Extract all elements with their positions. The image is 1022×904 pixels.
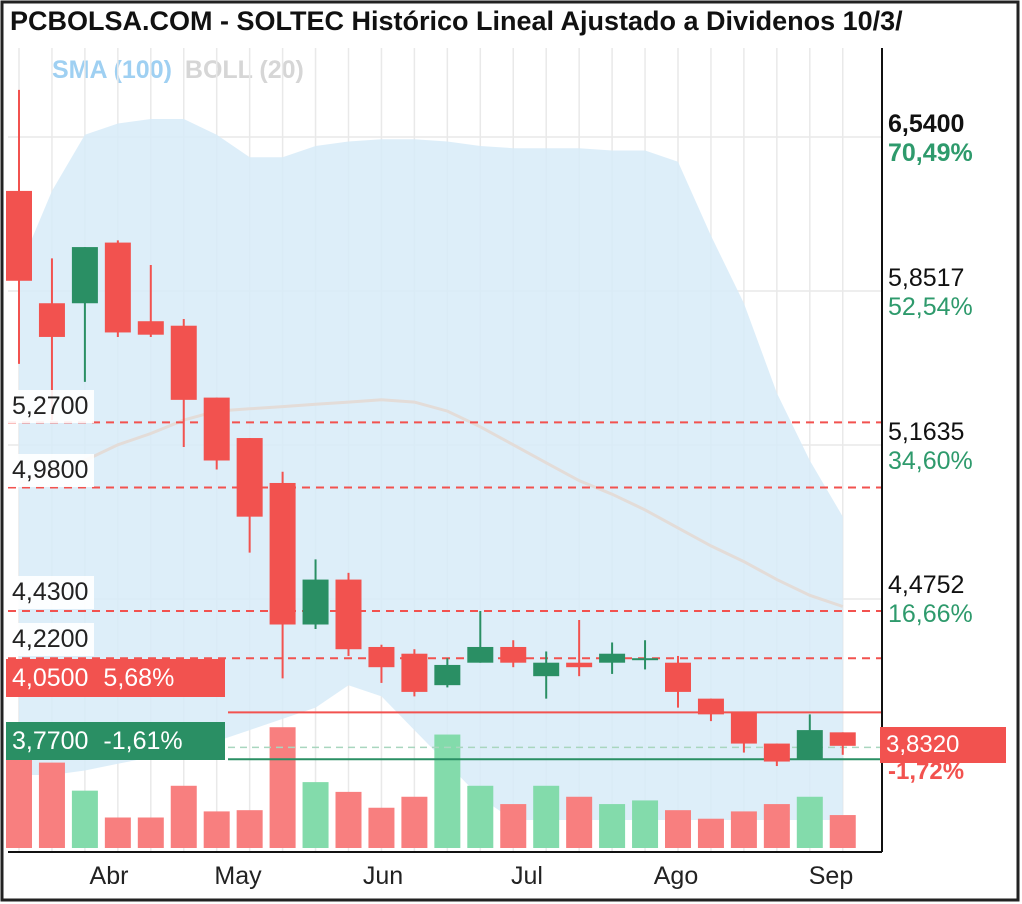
x-tick-label: Abr [89,862,129,890]
volume-bar [38,762,65,848]
candle-body [203,397,230,461]
resistance-pct: 5,68% [103,664,175,692]
level-label: 4,2200 [6,623,95,656]
x-tick-label: Sep [808,862,854,890]
candle-body [170,325,197,400]
volume-bar [236,810,263,848]
candle-body [467,646,494,663]
volume-bar [203,811,230,848]
x-tick-label: May [214,862,262,890]
volume-bar [829,815,856,848]
volume-bar [434,734,461,848]
volume-bar [533,785,560,848]
volume-bar [467,785,494,848]
candle-body [566,662,593,668]
level-label: 5,2700 [6,390,95,423]
axis-price-label: 5,8517 [888,264,965,292]
candles [6,89,856,767]
level-label: 4,4300 [6,576,95,609]
chart-title: PCBOLSA.COM - SOLTEC Histórico Lineal Aj… [10,6,903,36]
support-price: 3,7700 [12,727,89,755]
level-label: 4,9800 [6,454,95,487]
candle-body [533,662,560,677]
candle-body [730,712,757,744]
bollinger-band [19,119,843,820]
volume-bar [763,804,790,848]
candle-body [401,653,428,692]
legend-boll[interactable]: BOLL (20) [184,56,304,84]
x-tick-label: Jun [362,862,404,890]
candle-body [368,646,395,668]
indicator-legend: SMA (100) BOLL (20) [52,56,304,85]
volume-bar [368,807,395,848]
resistance-price: 4,0500 [12,664,89,692]
candle-body [829,732,856,746]
volume-bar [500,804,527,848]
volume-bar [137,817,164,848]
volume-bar [269,727,296,848]
candle-body [763,743,790,762]
candle-body [665,662,691,692]
volume-bar [566,796,593,848]
volume-bar [599,804,626,848]
candle-body [500,646,527,663]
sma-line [18,398,844,608]
axis-price-label: 5,1635 [888,418,965,446]
volume-bar [335,791,362,848]
resistance-tag: 4,0500 5,68% [6,659,225,697]
candle-body [335,579,362,650]
candle-body [104,242,131,333]
x-tick-label: Jul [511,862,543,890]
axis-pct-label: 52,54% [888,293,973,321]
axis-price-label: 4,4752 [888,571,965,599]
candle-body [697,698,724,715]
volume-bar [665,810,691,848]
volume-bar [401,796,428,848]
volume-bar [697,818,724,848]
candle-body [632,658,659,661]
legend-sma[interactable]: SMA (100) [52,56,172,84]
candle-body [302,579,329,625]
candle-body [796,730,823,760]
support-tag: 3,7700 -1,61% [6,722,225,760]
volume-bars [6,727,856,848]
volume-bar [71,790,98,848]
candle-body [38,303,65,337]
candle-body [236,438,263,517]
volume-bar [302,782,329,848]
candle-body [6,190,32,281]
volume-bar [730,811,757,848]
axis-pct-label: 70,49% [888,139,973,167]
x-tick-label: Ago [653,862,699,890]
current-price-tag: 3,8320 [880,727,1006,763]
current-change: -1,72% [888,758,965,785]
volume-bar [104,817,131,848]
candle-body [269,482,296,625]
support-pct: -1,61% [103,727,183,755]
candle-body [137,321,164,335]
volume-bar [632,800,659,848]
candle-body [434,664,461,686]
candle-body [599,653,626,663]
axis-pct-label: 16,66% [888,600,973,628]
candle-body [71,247,98,304]
volume-bar [170,785,197,848]
horizontal-levels [8,421,882,761]
volume-bar [796,796,823,848]
axis-pct-label: 34,60% [888,447,973,475]
axis-price-label: 6,5400 [888,110,965,138]
